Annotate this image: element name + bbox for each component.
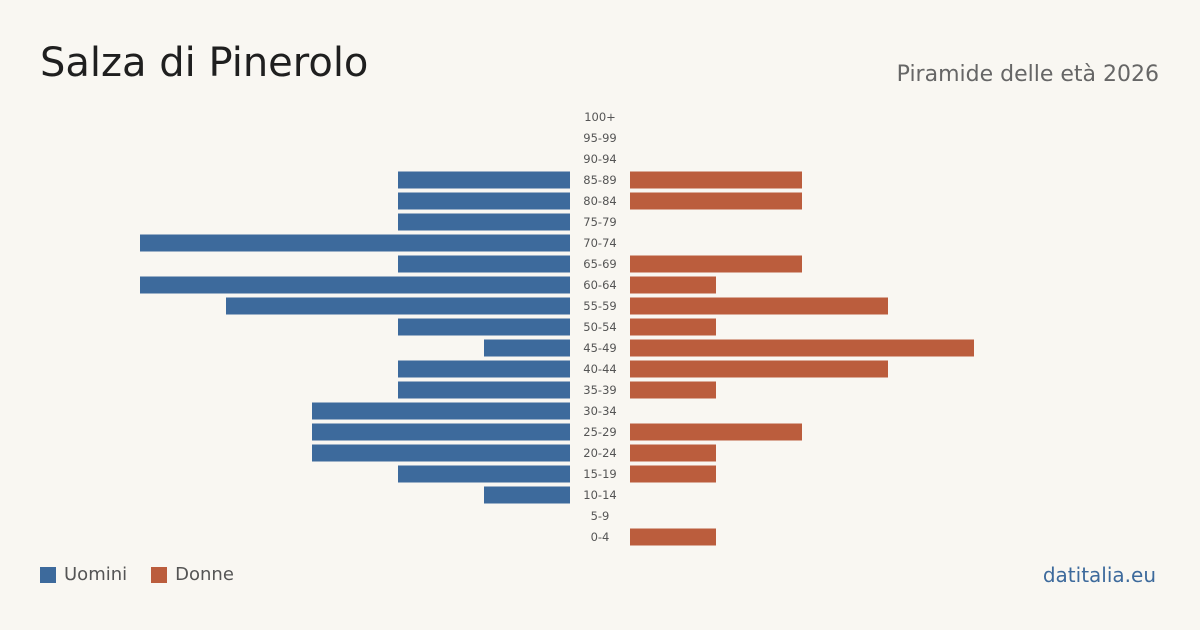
age-group-label: 85-89 <box>583 173 616 187</box>
bar-men-80-84 <box>398 192 570 210</box>
legend-swatch-women <box>151 566 168 583</box>
legend: Uomini Donne <box>40 564 234 585</box>
legend-swatch-men <box>40 566 56 583</box>
age-group-label: 80-84 <box>583 194 616 208</box>
bar-men-45-49 <box>484 339 570 357</box>
age-group-label: 70-74 <box>583 236 616 250</box>
age-group-label: 20-24 <box>583 446 616 460</box>
age-group-label: 75-79 <box>583 215 616 229</box>
age-group-label: 0-4 <box>591 530 610 544</box>
age-group-label: 65-69 <box>583 257 616 271</box>
age-group-label: 55-59 <box>583 299 616 313</box>
bar-women-20-24 <box>630 444 716 462</box>
legend-item-men: Uomini <box>40 564 127 585</box>
age-group-label: 5-9 <box>591 509 610 523</box>
chart-subtitle: Piramide delle età 2026 <box>896 62 1159 87</box>
bar-women-15-19 <box>630 465 716 483</box>
age-group-label: 25-29 <box>583 425 616 439</box>
brand-link[interactable]: datitalia.eu <box>1042 563 1156 587</box>
bar-men-70-74 <box>140 234 570 252</box>
bar-women-40-44 <box>630 360 888 378</box>
bar-women-35-39 <box>630 381 716 399</box>
bar-men-55-59 <box>226 297 570 315</box>
bar-women-25-29 <box>630 423 802 441</box>
age-group-label: 45-49 <box>583 341 616 355</box>
bar-women-65-69 <box>630 255 802 273</box>
bar-women-85-89 <box>630 171 802 189</box>
bar-men-65-69 <box>398 255 570 273</box>
age-group-label: 95-99 <box>583 131 616 145</box>
age-group-label: 10-14 <box>583 488 616 502</box>
bar-men-15-19 <box>398 465 570 483</box>
age-group-label: 50-54 <box>583 320 616 334</box>
bar-women-80-84 <box>630 192 802 210</box>
age-group-label: 90-94 <box>583 152 616 166</box>
legend-item-women: Donne <box>151 564 234 585</box>
bar-men-35-39 <box>398 381 570 399</box>
bar-women-45-49 <box>630 339 974 357</box>
bar-men-75-79 <box>398 213 570 231</box>
age-group-label: 100+ <box>584 110 616 124</box>
bar-women-55-59 <box>630 297 888 315</box>
legend-label-women: Donne <box>175 564 234 585</box>
chart-title: Salza di Pinerolo <box>40 40 369 86</box>
bar-women-50-54 <box>630 318 716 336</box>
bar-men-40-44 <box>398 360 570 378</box>
bar-men-30-34 <box>312 402 570 420</box>
age-group-label: 60-64 <box>583 278 616 292</box>
legend-label-men: Uomini <box>64 564 128 585</box>
age-group-label: 15-19 <box>583 467 616 481</box>
age-group-label: 30-34 <box>583 404 616 418</box>
age-group-label: 40-44 <box>583 362 616 376</box>
bar-men-20-24 <box>312 444 570 462</box>
bar-men-10-14 <box>484 486 570 504</box>
bar-men-60-64 <box>140 276 570 294</box>
bar-men-85-89 <box>398 171 570 189</box>
bar-women-0-4 <box>630 528 716 546</box>
bar-men-50-54 <box>398 318 570 336</box>
bar-women-60-64 <box>630 276 716 294</box>
bar-men-25-29 <box>312 423 570 441</box>
age-group-label: 35-39 <box>583 383 616 397</box>
